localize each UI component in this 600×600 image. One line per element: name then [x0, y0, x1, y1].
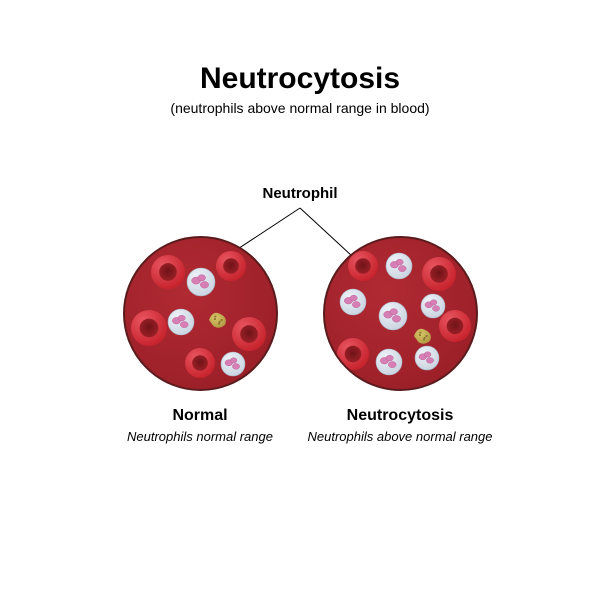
sample-neutrocytosis: [323, 236, 478, 391]
neutrophil-icon: [376, 349, 402, 375]
caption-neutrocytosis-sub: Neutrophils above normal range: [290, 429, 510, 444]
neutrophil-icon: [340, 289, 366, 315]
caption-normal: Normal Neutrophils normal range: [90, 407, 310, 444]
neutrophil-icon: [187, 268, 215, 296]
neutrophil-icon: [221, 352, 245, 376]
neutrophil-icon: [415, 346, 439, 370]
neutrophil-icon: [421, 294, 445, 318]
subtitle: (neutrophils above normal range in blood…: [0, 100, 600, 116]
caption-normal-sub: Neutrophils normal range: [90, 429, 310, 444]
pointer-label: Neutrophil: [263, 185, 338, 202]
neutrophil-icon: [168, 309, 194, 335]
neutrophil-icon: [379, 302, 407, 330]
sample-normal: [123, 236, 278, 391]
caption-normal-title: Normal: [90, 407, 310, 425]
title-block: Neutrocytosis (neutrophils above normal …: [0, 0, 600, 116]
main-title: Neutrocytosis: [0, 62, 600, 96]
neutrophil-icon: [386, 253, 412, 279]
caption-neutrocytosis-title: Neutrocytosis: [290, 407, 510, 425]
caption-neutrocytosis: Neutrocytosis Neutrophils above normal r…: [290, 407, 510, 444]
